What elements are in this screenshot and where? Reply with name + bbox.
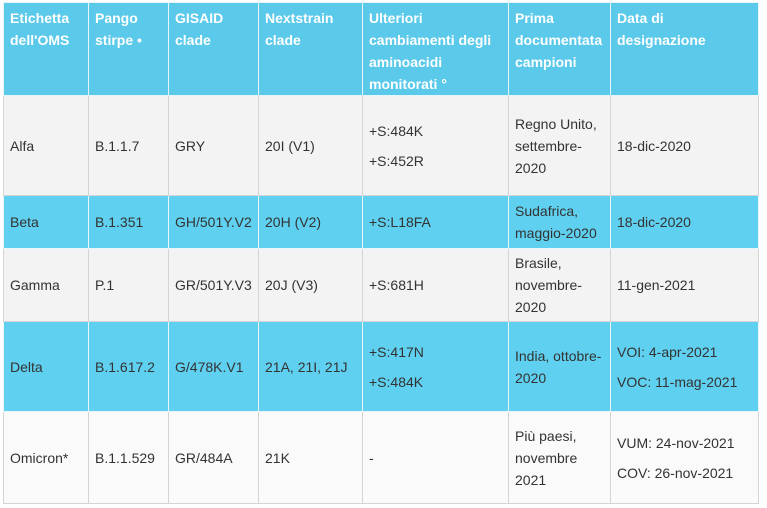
- cell: VUM: 24-nov-2021 COV: 26-nov-2021: [610, 411, 759, 504]
- cell: Alfa: [3, 95, 89, 196]
- header-cell: Pango stirpe •: [88, 2, 169, 96]
- cell: 18-dic-2020: [610, 95, 759, 196]
- cell: Brasile, novembre-2020: [508, 248, 611, 322]
- cell-item: +S:484K: [369, 373, 424, 390]
- header-cell: Nextstrain clade: [258, 2, 363, 96]
- cell: +S:681H: [362, 248, 509, 322]
- cell-item: 18-dic-2020: [617, 214, 691, 230]
- cell: GR/501Y.V3: [168, 248, 259, 322]
- cell: +S:417N +S:484K: [362, 321, 509, 412]
- cell: Regno Unito, settembre-2020: [508, 95, 611, 196]
- cell: B.1.351: [88, 195, 169, 249]
- cell: B.1.1.529: [88, 411, 169, 504]
- cell-item: VOC: 11-mag-2021: [617, 373, 738, 390]
- cell-item: COV: 26-nov-2021: [617, 464, 734, 481]
- cell: -: [362, 411, 509, 504]
- cell: 21K: [258, 411, 363, 504]
- cell-item: VOI: 4-apr-2021: [617, 343, 718, 360]
- cell-item: +S:452R: [369, 152, 424, 169]
- header-cell: Ulteriori cambiamenti degli aminoacidi m…: [362, 2, 509, 96]
- header-cell: GISAID clade: [168, 2, 259, 96]
- cell: 20I (V1): [258, 95, 363, 196]
- cell: G/478K.V1: [168, 321, 259, 412]
- cell: B.1.1.7: [88, 95, 169, 196]
- cell: 21A, 21I, 21J: [258, 321, 363, 412]
- cell: Beta: [3, 195, 89, 249]
- cell: GRY: [168, 95, 259, 196]
- header-cell: Etichetta dell'OMS: [3, 2, 89, 96]
- cell-item: 11-gen-2021: [617, 277, 696, 293]
- cell-item: +S:417N: [369, 343, 424, 360]
- row: Gamma P.1 GR/501Y.V3 20J (V3) +S:681H Brasile…: [3, 248, 759, 322]
- cell-item: +S:681H: [369, 277, 424, 293]
- cell: 20H (V2): [258, 195, 363, 249]
- variants-table: Etichetta dell'OMS Pango stirpe • GISAID c…: [3, 2, 759, 504]
- cell: Sudafrica, maggio-2020: [508, 195, 611, 249]
- cell: GR/484A: [168, 411, 259, 504]
- cell: India, ottobre-2020: [508, 321, 611, 412]
- cell-item: VUM: 24-nov-2021: [617, 434, 735, 451]
- cell: VOI: 4-apr-2021 VOC: 11-mag-2021: [610, 321, 759, 412]
- cell: Gamma: [3, 248, 89, 322]
- cell-item: +S:L18FA: [369, 214, 431, 230]
- header-cell: Prima documentata campioni: [508, 2, 611, 96]
- row: Omicron* B.1.1.529 GR/484A 21K - Più paesi, n…: [3, 411, 759, 504]
- cell: +S:L18FA: [362, 195, 509, 249]
- cell: P.1: [88, 248, 169, 322]
- cell-item: +S:484K: [369, 122, 424, 139]
- cell: 18-dic-2020: [610, 195, 759, 249]
- cell: Delta: [3, 321, 89, 412]
- cell-item: 18-dic-2020: [617, 137, 691, 154]
- row: Alfa B.1.1.7 GRY 20I (V1) +S:484K +S:452R Regn…: [3, 95, 759, 196]
- cell: B.1.617.2: [88, 321, 169, 412]
- cell: 20J (V3): [258, 248, 363, 322]
- row: Beta B.1.351 GH/501Y.V2 20H (V2) +S:L18FA Sud…: [3, 195, 759, 249]
- cell-item: -: [369, 449, 374, 466]
- cell: Più paesi, novembre 2021: [508, 411, 611, 504]
- header-cell: Data di designazione: [610, 2, 759, 96]
- cell: GH/501Y.V2: [168, 195, 259, 249]
- cell: 11-gen-2021: [610, 248, 759, 322]
- row: Delta B.1.617.2 G/478K.V1 21A, 21I, 21J +S:4…: [3, 321, 759, 412]
- header-row: Etichetta dell'OMS Pango stirpe • GISAID c…: [3, 2, 759, 96]
- cell: +S:484K +S:452R: [362, 95, 509, 196]
- cell: Omicron*: [3, 411, 89, 504]
